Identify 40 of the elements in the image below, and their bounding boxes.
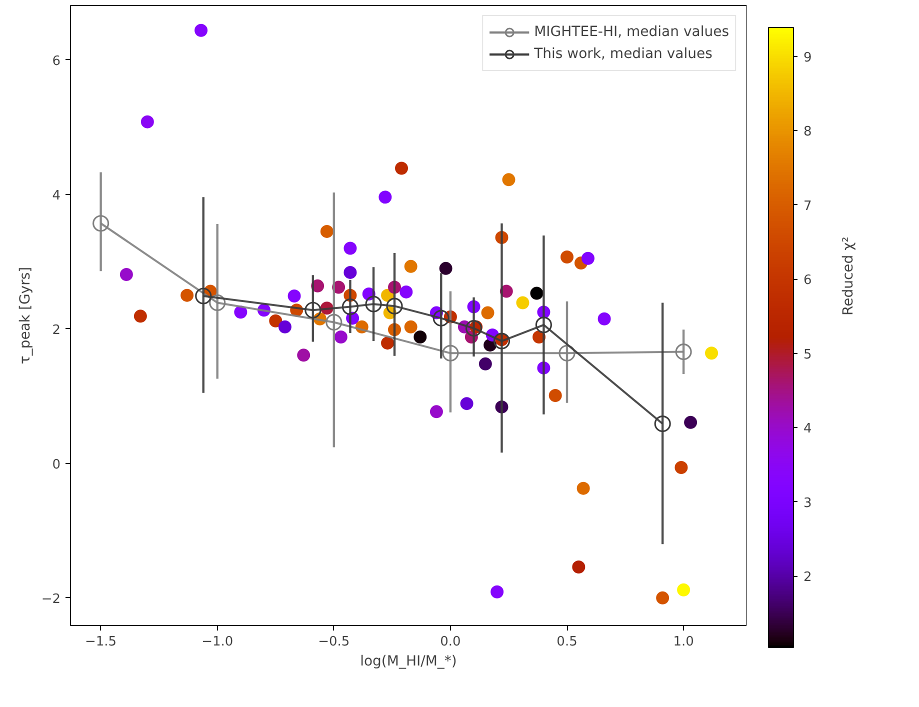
x-tick-label: −1.0	[202, 634, 234, 650]
y-tick-label: 6	[52, 54, 61, 69]
color-bar-label: 9	[804, 50, 812, 66]
y-tick-label: 2	[52, 322, 61, 338]
color-bar-label: 6	[804, 273, 812, 288]
color-bar-title: Reduced χ²	[840, 236, 856, 316]
color-bar-label: 7	[804, 198, 812, 214]
y-tick-label: −2	[41, 592, 61, 607]
point	[386, 298, 403, 314]
y-axis-title: τ_peak [Gyrs]	[17, 266, 34, 364]
color-bar-label: 3	[804, 496, 812, 511]
point	[195, 288, 212, 304]
point	[493, 332, 510, 350]
y-tick-label: 0	[52, 457, 61, 472]
point	[432, 310, 450, 326]
color-bar-label: 8	[804, 124, 812, 140]
point	[465, 320, 482, 337]
point	[365, 296, 382, 312]
point	[654, 415, 671, 432]
x-tick-label: 0.5	[556, 634, 578, 650]
point	[558, 344, 576, 362]
color-bar-label: 2	[804, 570, 812, 586]
point	[326, 314, 342, 331]
point	[342, 298, 359, 316]
text: 0.0	[440, 634, 461, 650]
color-bar-label: 4	[804, 422, 812, 437]
y-tick-label: 4	[52, 188, 61, 204]
legend-label: MIGHTEE-HI, median values	[534, 24, 729, 40]
color-bar-label: 5	[804, 347, 812, 362]
point	[535, 316, 552, 334]
point	[92, 215, 110, 232]
x-tick-label: 1.0	[673, 634, 694, 650]
point	[209, 294, 226, 312]
x-tick-label: −1.5	[85, 634, 117, 650]
point	[304, 302, 322, 318]
x-tick-label: −0.5	[318, 634, 350, 650]
point	[675, 344, 692, 360]
point	[442, 344, 459, 362]
legend-label: This work, median values	[534, 46, 712, 62]
x-axis-title: log(M_HI/M_*)	[360, 654, 457, 670]
